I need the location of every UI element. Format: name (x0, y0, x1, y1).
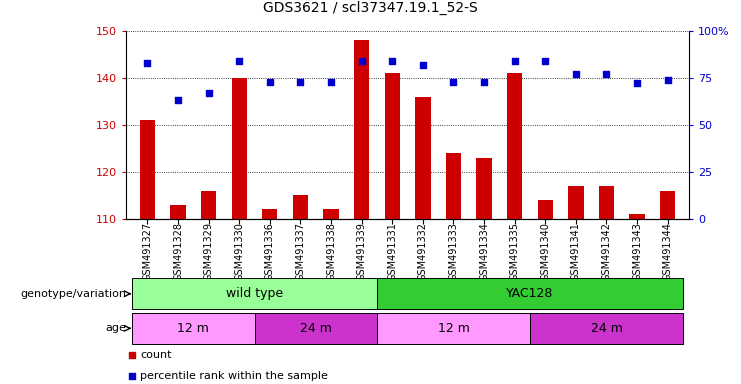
Text: wild type: wild type (226, 287, 283, 300)
Point (233, 58, 245, 64)
Point (631, 80, 643, 86)
Bar (132, 278, 377, 310)
Point (662, 76, 674, 83)
Point (478, 78, 490, 84)
Point (509, 58, 521, 64)
Bar (254, 313, 377, 344)
Bar (385, 73, 400, 219)
Point (453, 100, 465, 106)
Text: GSM491336: GSM491336 (265, 222, 275, 281)
Text: 12 m: 12 m (437, 322, 469, 335)
Bar (538, 200, 553, 219)
Bar (231, 78, 247, 219)
Text: genotype/variation: genotype/variation (20, 289, 126, 299)
Point (294, 78, 306, 84)
Text: GSM491340: GSM491340 (540, 222, 551, 281)
Bar (377, 313, 530, 344)
Text: GSM491327: GSM491327 (142, 222, 153, 281)
Text: count: count (140, 350, 172, 360)
Text: GSM491344: GSM491344 (662, 222, 673, 281)
Bar (377, 278, 683, 310)
Text: age: age (105, 323, 126, 333)
Text: GDS3621 / scl37347.19.1_52-S: GDS3621 / scl37347.19.1_52-S (263, 1, 478, 15)
Bar (140, 120, 155, 219)
Bar (415, 96, 431, 219)
Text: GSM491329: GSM491329 (204, 222, 213, 281)
Text: GSM491330: GSM491330 (234, 222, 245, 281)
Text: GSM491339: GSM491339 (356, 222, 367, 281)
Point (453, 292, 465, 298)
Point (142, 60, 153, 66)
Text: GSM491328: GSM491328 (173, 222, 183, 281)
Bar (507, 73, 522, 219)
Text: GSM491333: GSM491333 (448, 222, 459, 281)
Text: GSM491337: GSM491337 (296, 222, 305, 281)
Text: GSM491332: GSM491332 (418, 222, 428, 281)
Text: 24 m: 24 m (300, 322, 332, 335)
Point (325, 78, 337, 84)
Text: GSM491335: GSM491335 (510, 222, 519, 281)
Bar (293, 195, 308, 219)
Text: 24 m: 24 m (591, 322, 622, 335)
Bar (354, 40, 369, 219)
Text: GSM491334: GSM491334 (479, 222, 489, 281)
Text: 12 m: 12 m (177, 322, 209, 335)
Bar (599, 186, 614, 219)
Point (203, 90, 215, 96)
Bar (629, 214, 645, 219)
Text: GSM491338: GSM491338 (326, 222, 336, 281)
Bar (530, 313, 683, 344)
Point (264, 78, 276, 84)
Text: GSM491342: GSM491342 (602, 222, 611, 281)
Bar (132, 313, 254, 344)
Point (600, 71, 612, 77)
Text: GSM491331: GSM491331 (388, 222, 397, 281)
Bar (446, 153, 461, 219)
Text: GSM491343: GSM491343 (632, 222, 642, 281)
Bar (170, 205, 186, 219)
Text: YAC128: YAC128 (506, 287, 554, 300)
Text: percentile rank within the sample: percentile rank within the sample (140, 371, 328, 381)
Bar (201, 190, 216, 219)
Text: GSM491341: GSM491341 (571, 222, 581, 281)
Point (417, 61, 429, 68)
Point (356, 58, 368, 64)
Point (172, 97, 184, 103)
Point (570, 71, 582, 77)
Bar (568, 186, 584, 219)
Bar (660, 190, 675, 219)
Point (539, 58, 551, 64)
Bar (262, 210, 277, 219)
Point (386, 58, 398, 64)
Point (448, 78, 459, 84)
Bar (476, 158, 492, 219)
Bar (323, 210, 339, 219)
